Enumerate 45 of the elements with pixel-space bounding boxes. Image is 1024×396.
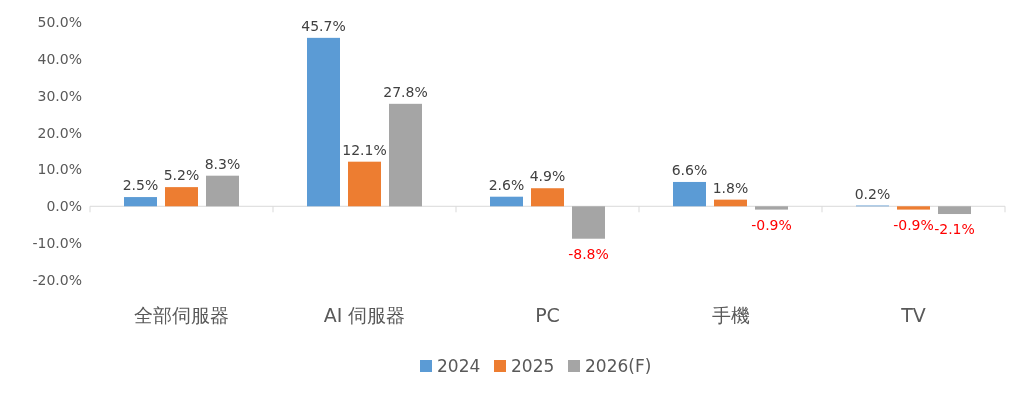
bar [673, 181, 706, 207]
bar [938, 206, 971, 215]
data-label: -0.9% [893, 216, 934, 233]
bar [165, 187, 198, 207]
data-label: 0.2% [854, 185, 891, 202]
bar [897, 206, 930, 210]
data-label: -0.9% [751, 216, 792, 233]
data-label: -8.8% [568, 245, 609, 262]
y-tick-label: 20.0% [37, 124, 82, 141]
x-tick-label: PC [535, 304, 560, 326]
data-label: -2.1% [934, 221, 975, 238]
data-label: 1.8% [712, 179, 749, 196]
bar [348, 161, 381, 207]
bar [206, 175, 239, 207]
bar [531, 188, 564, 207]
bar [714, 199, 747, 207]
y-tick-label: 30.0% [37, 87, 82, 104]
data-label: 45.7% [301, 17, 346, 34]
data-label: 27.8% [383, 83, 428, 100]
x-tick-label: TV [900, 304, 926, 326]
data-label: 6.6% [671, 161, 708, 178]
data-label: 5.2% [163, 167, 200, 184]
bar [572, 206, 605, 239]
legend-label: 2026(F) [585, 356, 652, 376]
data-label: 12.1% [342, 141, 387, 158]
data-label: 2.5% [122, 177, 159, 194]
data-label: 4.9% [529, 168, 566, 185]
x-tick-label: AI 伺服器 [323, 304, 406, 326]
y-tick-label: 10.0% [37, 161, 82, 178]
legend-label: 2024 [437, 356, 481, 376]
bar [490, 196, 523, 207]
x-tick-label: 全部伺服器 [134, 304, 229, 326]
y-tick-label: -20.0% [32, 271, 82, 288]
y-tick-label: -10.0% [32, 235, 82, 252]
bar [755, 206, 788, 210]
y-tick-label: 0.0% [46, 198, 82, 215]
bar [307, 37, 340, 207]
data-label: 8.3% [204, 155, 241, 172]
bar [124, 197, 157, 207]
x-tick-label: 手機 [711, 304, 750, 326]
y-tick-label: 40.0% [37, 50, 82, 67]
bar [389, 103, 422, 207]
legend-label: 2025 [511, 356, 555, 376]
data-label: 2.6% [488, 176, 525, 193]
y-tick-label: 50.0% [37, 13, 82, 30]
